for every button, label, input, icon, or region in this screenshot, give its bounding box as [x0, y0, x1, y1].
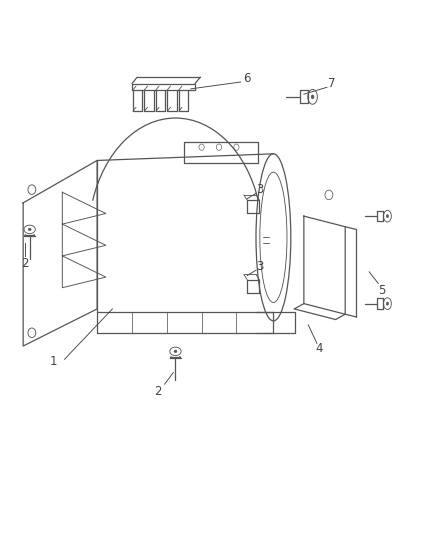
Ellipse shape [311, 95, 314, 99]
Ellipse shape [174, 350, 177, 353]
Text: 1: 1 [50, 356, 57, 368]
Ellipse shape [28, 228, 31, 231]
Text: 3: 3 [257, 183, 264, 196]
Ellipse shape [386, 215, 389, 217]
Text: 5: 5 [378, 284, 386, 297]
Ellipse shape [386, 302, 389, 305]
Text: 4: 4 [315, 342, 323, 355]
Text: 3: 3 [257, 260, 264, 273]
Text: 2: 2 [154, 385, 162, 398]
Text: 6: 6 [244, 72, 251, 85]
Text: 7: 7 [328, 77, 336, 90]
Text: 2: 2 [21, 257, 29, 270]
